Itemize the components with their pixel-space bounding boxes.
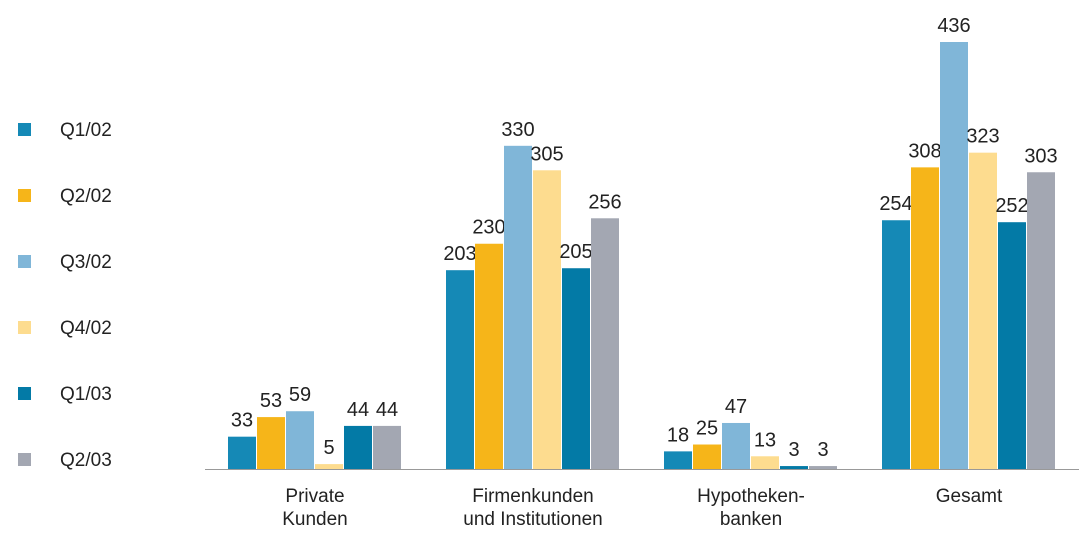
x-tick-label: Gesamt xyxy=(936,486,1003,507)
legend-label: Q2/02 xyxy=(60,186,112,207)
bar xyxy=(940,42,968,469)
bar xyxy=(809,466,837,469)
bar xyxy=(344,425,372,469)
legend-swatch xyxy=(18,387,31,400)
legend-swatch xyxy=(18,189,31,202)
bar xyxy=(882,220,910,469)
value-label: 33 xyxy=(231,410,253,432)
value-label: 303 xyxy=(1024,145,1057,167)
value-label: 13 xyxy=(754,429,776,451)
value-label: 330 xyxy=(501,119,534,141)
bar xyxy=(315,464,343,469)
value-label: 59 xyxy=(289,384,311,406)
bar xyxy=(373,425,401,469)
x-tick-label: Hypotheken- xyxy=(697,486,805,507)
value-label: 5 xyxy=(323,437,334,459)
bar xyxy=(751,456,779,469)
legend-swatch xyxy=(18,123,31,136)
legend-label: Q1/03 xyxy=(60,384,112,405)
bar xyxy=(562,268,590,469)
value-label: 44 xyxy=(376,399,398,421)
bar xyxy=(693,444,721,469)
value-label: 305 xyxy=(530,143,563,165)
bar xyxy=(228,436,256,469)
bar xyxy=(591,218,619,469)
legend-swatch xyxy=(18,321,31,334)
bar xyxy=(446,270,474,469)
value-label: 44 xyxy=(347,399,369,421)
value-label: 3 xyxy=(788,439,799,461)
bar xyxy=(286,411,314,469)
value-label: 203 xyxy=(443,243,476,265)
value-label: 252 xyxy=(995,195,1028,217)
value-label: 308 xyxy=(908,140,941,162)
value-label: 25 xyxy=(696,418,718,440)
bar xyxy=(998,222,1026,469)
value-label: 436 xyxy=(937,15,970,37)
x-tick-label: und Institutionen xyxy=(463,509,602,530)
bar xyxy=(257,417,285,469)
value-label: 205 xyxy=(559,241,592,263)
legend-swatch xyxy=(18,255,31,268)
value-label: 47 xyxy=(725,396,747,418)
value-label: 256 xyxy=(588,191,621,213)
x-tick-label: Firmenkunden xyxy=(472,486,593,507)
bar xyxy=(504,145,532,469)
value-label: 230 xyxy=(472,217,505,239)
legend-label: Q4/02 xyxy=(60,318,112,339)
value-label: 18 xyxy=(667,424,689,446)
bar xyxy=(722,422,750,469)
legend-swatch xyxy=(18,453,31,466)
value-label: 53 xyxy=(260,390,282,412)
bar xyxy=(533,170,561,469)
bar xyxy=(969,152,997,470)
bar xyxy=(780,466,808,469)
bar xyxy=(475,243,503,469)
x-tick-label: Kunden xyxy=(282,509,348,530)
value-label: 254 xyxy=(879,193,912,215)
legend-label: Q3/02 xyxy=(60,252,112,273)
bar xyxy=(911,167,939,470)
bar xyxy=(1027,172,1055,470)
x-tick-label: Private xyxy=(285,486,344,507)
bar xyxy=(664,451,692,469)
legend-label: Q2/03 xyxy=(60,450,112,471)
legend-label: Q1/02 xyxy=(60,120,112,141)
value-label: 3 xyxy=(817,439,828,461)
value-label: 323 xyxy=(966,126,999,148)
x-tick-label: banken xyxy=(720,509,782,530)
